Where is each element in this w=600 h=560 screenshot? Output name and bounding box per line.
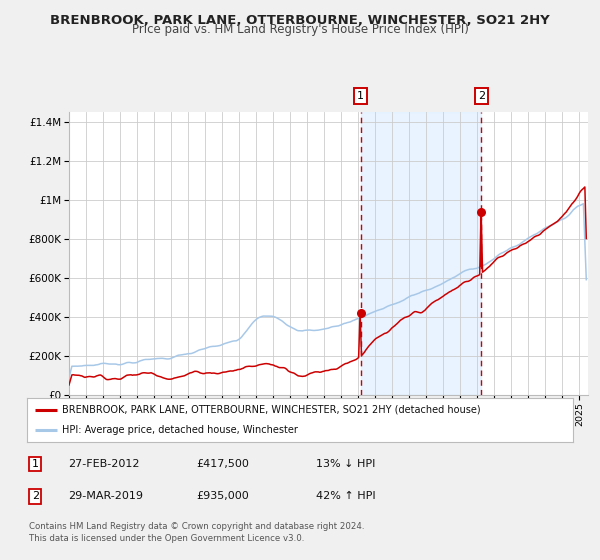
- Text: 42% ↑ HPI: 42% ↑ HPI: [316, 491, 376, 501]
- Text: £935,000: £935,000: [196, 491, 249, 501]
- Text: HPI: Average price, detached house, Winchester: HPI: Average price, detached house, Winc…: [62, 425, 298, 435]
- Text: 13% ↓ HPI: 13% ↓ HPI: [316, 459, 376, 469]
- Text: 1: 1: [357, 91, 364, 101]
- Text: 29-MAR-2019: 29-MAR-2019: [68, 491, 143, 501]
- Text: Price paid vs. HM Land Registry's House Price Index (HPI): Price paid vs. HM Land Registry's House …: [131, 23, 469, 36]
- Text: Contains HM Land Registry data © Crown copyright and database right 2024.
This d: Contains HM Land Registry data © Crown c…: [29, 522, 364, 543]
- Text: BRENBROOK, PARK LANE, OTTERBOURNE, WINCHESTER, SO21 2HY: BRENBROOK, PARK LANE, OTTERBOURNE, WINCH…: [50, 14, 550, 27]
- Text: 1: 1: [32, 459, 38, 469]
- Text: £417,500: £417,500: [196, 459, 249, 469]
- Bar: [361, 112, 481, 395]
- Text: 27-FEB-2012: 27-FEB-2012: [68, 459, 139, 469]
- Text: 2: 2: [32, 491, 39, 501]
- Text: BRENBROOK, PARK LANE, OTTERBOURNE, WINCHESTER, SO21 2HY (detached house): BRENBROOK, PARK LANE, OTTERBOURNE, WINCH…: [62, 405, 481, 415]
- Text: 2: 2: [478, 91, 485, 101]
